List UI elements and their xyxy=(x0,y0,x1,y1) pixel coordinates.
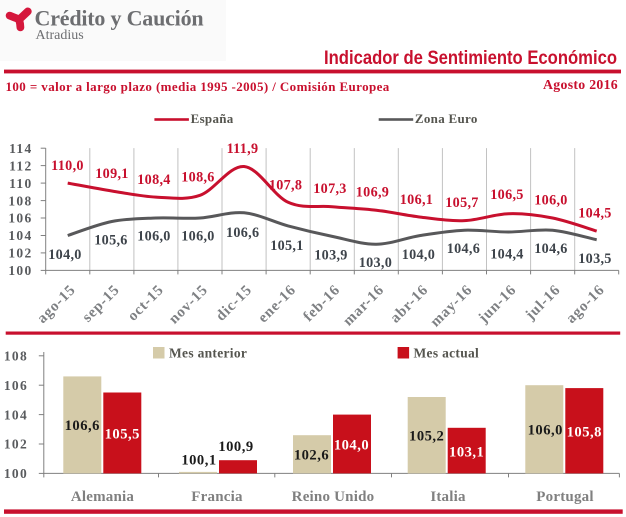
svg-text:100,9: 100,9 xyxy=(218,439,253,455)
svg-text:106,5: 106,5 xyxy=(490,187,523,203)
svg-text:104,0: 104,0 xyxy=(334,438,369,454)
svg-text:106,0: 106,0 xyxy=(181,229,214,245)
svg-text:Crédito y Caución: Crédito y Caución xyxy=(35,6,204,31)
svg-text:Agosto 2016: Agosto 2016 xyxy=(543,77,618,92)
svg-text:100: 100 xyxy=(4,466,28,481)
svg-text:104,5: 104,5 xyxy=(578,206,611,222)
svg-text:104: 104 xyxy=(4,407,28,422)
svg-text:Reino Unido: Reino Unido xyxy=(292,489,375,505)
svg-text:102: 102 xyxy=(4,437,28,452)
svg-text:España: España xyxy=(191,111,234,126)
svg-text:106,0: 106,0 xyxy=(528,423,563,439)
svg-text:106,6: 106,6 xyxy=(65,418,100,434)
svg-text:105,1: 105,1 xyxy=(270,238,303,254)
svg-text:107,3: 107,3 xyxy=(313,181,346,197)
svg-text:100,1: 100,1 xyxy=(181,453,216,469)
svg-text:114: 114 xyxy=(9,141,32,156)
svg-text:104,0: 104,0 xyxy=(48,247,81,263)
svg-text:102,6: 102,6 xyxy=(294,448,329,464)
svg-text:108,4: 108,4 xyxy=(137,172,170,188)
svg-text:106: 106 xyxy=(8,211,32,226)
svg-text:104,0: 104,0 xyxy=(402,247,435,263)
svg-text:104,6: 104,6 xyxy=(534,241,567,257)
svg-text:103,5: 103,5 xyxy=(578,251,611,267)
svg-text:106,6: 106,6 xyxy=(226,225,259,241)
svg-text:Italia: Italia xyxy=(430,489,466,505)
svg-text:Zona Euro: Zona Euro xyxy=(415,111,478,126)
svg-text:104: 104 xyxy=(8,228,32,243)
svg-text:Mes actual: Mes actual xyxy=(414,346,480,361)
svg-text:100 = valor a largo plazo (med: 100 = valor a largo plazo (media 1995 -2… xyxy=(6,79,390,94)
svg-text:110: 110 xyxy=(9,176,32,191)
svg-text:110,0: 110,0 xyxy=(51,158,84,174)
svg-text:103,9: 103,9 xyxy=(314,247,347,263)
svg-text:Alemania: Alemania xyxy=(71,489,135,505)
svg-text:106: 106 xyxy=(4,378,28,393)
svg-text:106,1: 106,1 xyxy=(400,192,433,208)
svg-text:Indicador de Sentimiento Econó: Indicador de Sentimiento Económico xyxy=(324,47,617,69)
svg-text:105,2: 105,2 xyxy=(409,428,444,444)
svg-text:103,1: 103,1 xyxy=(449,444,484,460)
svg-text:103,0: 103,0 xyxy=(359,255,392,271)
svg-text:105,8: 105,8 xyxy=(567,425,602,441)
svg-text:105,7: 105,7 xyxy=(445,195,478,211)
svg-text:Francia: Francia xyxy=(191,489,243,505)
svg-text:Mes anterior: Mes anterior xyxy=(169,346,247,361)
svg-text:100: 100 xyxy=(8,263,32,278)
svg-text:111,9: 111,9 xyxy=(227,141,259,157)
svg-text:108: 108 xyxy=(8,193,32,208)
svg-text:109,1: 109,1 xyxy=(95,166,128,182)
svg-text:108: 108 xyxy=(4,349,28,364)
svg-text:108,6: 108,6 xyxy=(181,170,214,186)
svg-text:106,0: 106,0 xyxy=(137,229,170,245)
svg-text:112: 112 xyxy=(9,158,32,173)
svg-text:Atradius: Atradius xyxy=(36,28,84,43)
svg-text:104,4: 104,4 xyxy=(490,247,523,263)
svg-text:105,6: 105,6 xyxy=(94,233,127,249)
svg-text:107,8: 107,8 xyxy=(269,178,302,194)
svg-text:106,0: 106,0 xyxy=(534,193,567,209)
svg-text:105,5: 105,5 xyxy=(105,427,140,443)
svg-text:Portugal: Portugal xyxy=(536,489,593,505)
svg-text:106,9: 106,9 xyxy=(356,185,389,201)
svg-text:102: 102 xyxy=(8,246,32,261)
svg-text:104,6: 104,6 xyxy=(447,241,480,257)
